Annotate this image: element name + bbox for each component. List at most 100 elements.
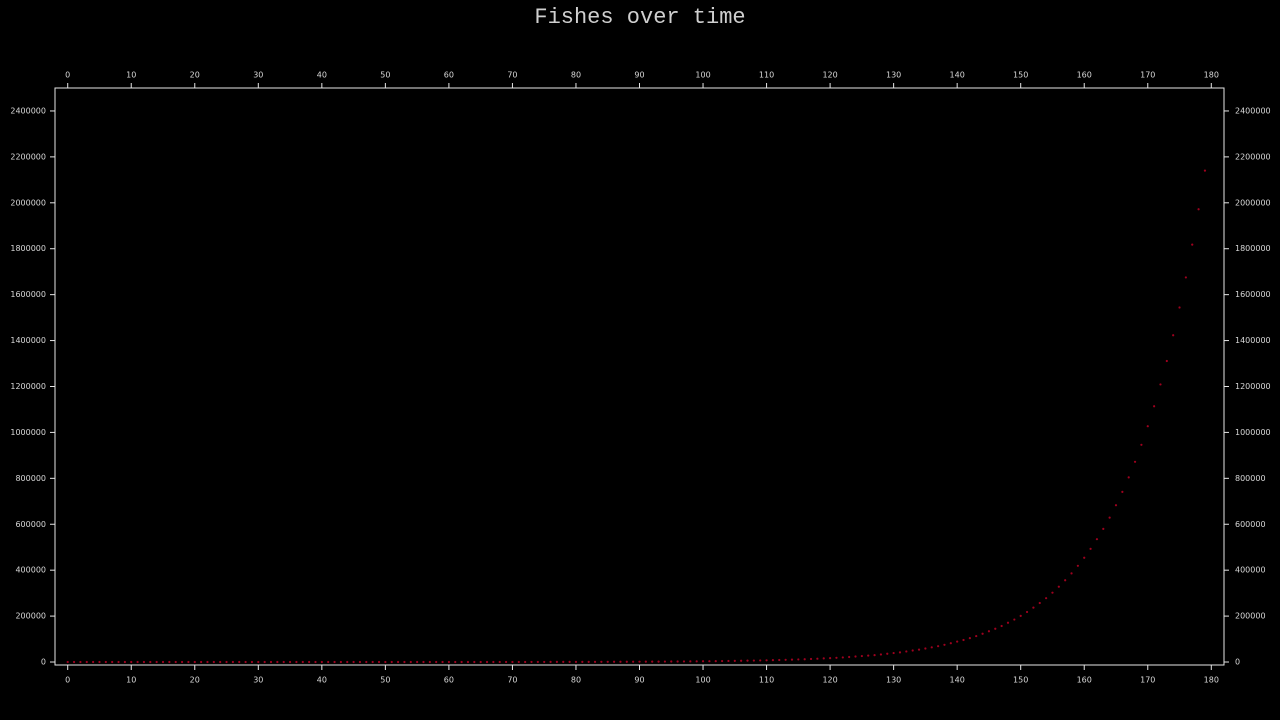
data-point <box>1013 618 1016 621</box>
data-point <box>733 659 736 662</box>
y-tick-label: 0 <box>41 658 46 667</box>
data-point <box>689 660 692 663</box>
data-point <box>117 660 120 664</box>
data-point <box>250 660 254 664</box>
x-tick-label: 120 <box>822 676 837 685</box>
y-tick-label: 1200000 <box>10 382 46 391</box>
data-point <box>543 660 546 664</box>
data-point <box>409 660 412 664</box>
data-point <box>1121 490 1124 493</box>
x-tick-label-top: 160 <box>1077 71 1092 80</box>
data-point <box>288 660 292 664</box>
data-point <box>968 637 971 640</box>
data-point <box>581 660 584 663</box>
y-tick-label-right: 600000 <box>1235 520 1266 529</box>
data-point <box>714 660 717 663</box>
x-tick-label: 140 <box>950 676 965 685</box>
data-point <box>1083 556 1086 559</box>
data-point <box>632 660 635 663</box>
x-tick-label: 130 <box>886 676 901 685</box>
chart-title: Fishes over time <box>534 5 745 30</box>
data-point <box>822 657 825 660</box>
y-tick-label: 600000 <box>15 520 46 529</box>
data-point <box>352 660 355 664</box>
data-point <box>568 660 571 663</box>
x-tick-label-top: 140 <box>950 71 965 80</box>
data-point <box>962 638 965 642</box>
data-point <box>854 655 857 658</box>
x-tick-label: 80 <box>571 676 581 685</box>
data-point <box>1146 425 1149 428</box>
data-point <box>1197 208 1200 211</box>
x-tick-label-top: 170 <box>1140 71 1155 80</box>
data-point <box>1038 601 1041 605</box>
data-point <box>670 660 673 663</box>
data-point <box>956 640 959 643</box>
data-point <box>790 658 794 661</box>
x-tick-label: 160 <box>1077 676 1092 685</box>
data-point <box>1184 276 1187 279</box>
data-point <box>447 660 451 664</box>
data-point <box>803 658 806 661</box>
data-point <box>638 660 641 663</box>
data-point <box>206 660 209 664</box>
data-point <box>949 642 952 645</box>
data-point <box>1025 610 1029 614</box>
data-point <box>1095 538 1099 541</box>
data-point <box>238 660 241 664</box>
data-point <box>930 646 933 649</box>
data-point <box>396 660 400 664</box>
data-point <box>371 660 374 664</box>
data-point <box>879 653 883 656</box>
data-point <box>320 660 323 664</box>
x-tick-label-top: 90 <box>634 71 644 80</box>
y-tick-label: 800000 <box>15 474 46 483</box>
data-point <box>104 660 107 664</box>
data-point <box>587 660 590 663</box>
data-point <box>593 660 597 663</box>
data-point <box>1019 614 1022 617</box>
data-point <box>282 660 285 664</box>
data-point <box>66 660 69 664</box>
x-tick-label: 30 <box>253 676 263 685</box>
data-point <box>606 660 609 663</box>
x-tick-label-top: 100 <box>695 71 710 80</box>
x-tick-label: 10 <box>126 676 136 685</box>
data-point <box>1051 591 1054 594</box>
data-point <box>358 660 362 664</box>
data-point <box>1203 169 1207 172</box>
data-point <box>549 660 552 664</box>
y-tick-label-right: 1200000 <box>1235 382 1271 391</box>
data-point <box>1172 334 1175 337</box>
y-tick-label: 1400000 <box>10 336 46 345</box>
data-point <box>720 659 724 663</box>
data-point <box>740 659 743 662</box>
x-tick-label: 90 <box>634 676 644 685</box>
data-point <box>651 660 654 663</box>
data-point <box>619 660 622 663</box>
data-point <box>752 659 755 662</box>
data-point <box>301 660 304 664</box>
data-point <box>511 660 514 664</box>
data-point <box>1153 405 1156 408</box>
x-tick-label: 40 <box>317 676 327 685</box>
data-point <box>174 660 177 664</box>
y-tick-label-right: 1800000 <box>1235 244 1271 253</box>
data-point <box>504 660 508 664</box>
data-point <box>1076 564 1079 567</box>
data-point <box>600 660 603 663</box>
data-point <box>168 660 171 664</box>
data-point <box>1165 359 1168 363</box>
data-point <box>187 660 190 664</box>
data-point <box>136 660 139 664</box>
data-point <box>257 660 260 664</box>
data-point <box>308 660 311 664</box>
x-tick-label-top: 70 <box>507 71 517 80</box>
data-point <box>975 634 978 638</box>
data-point <box>765 659 768 662</box>
data-point <box>809 657 813 661</box>
data-point <box>676 660 679 663</box>
data-point <box>1070 572 1073 575</box>
y-tick-label: 1800000 <box>10 244 46 253</box>
